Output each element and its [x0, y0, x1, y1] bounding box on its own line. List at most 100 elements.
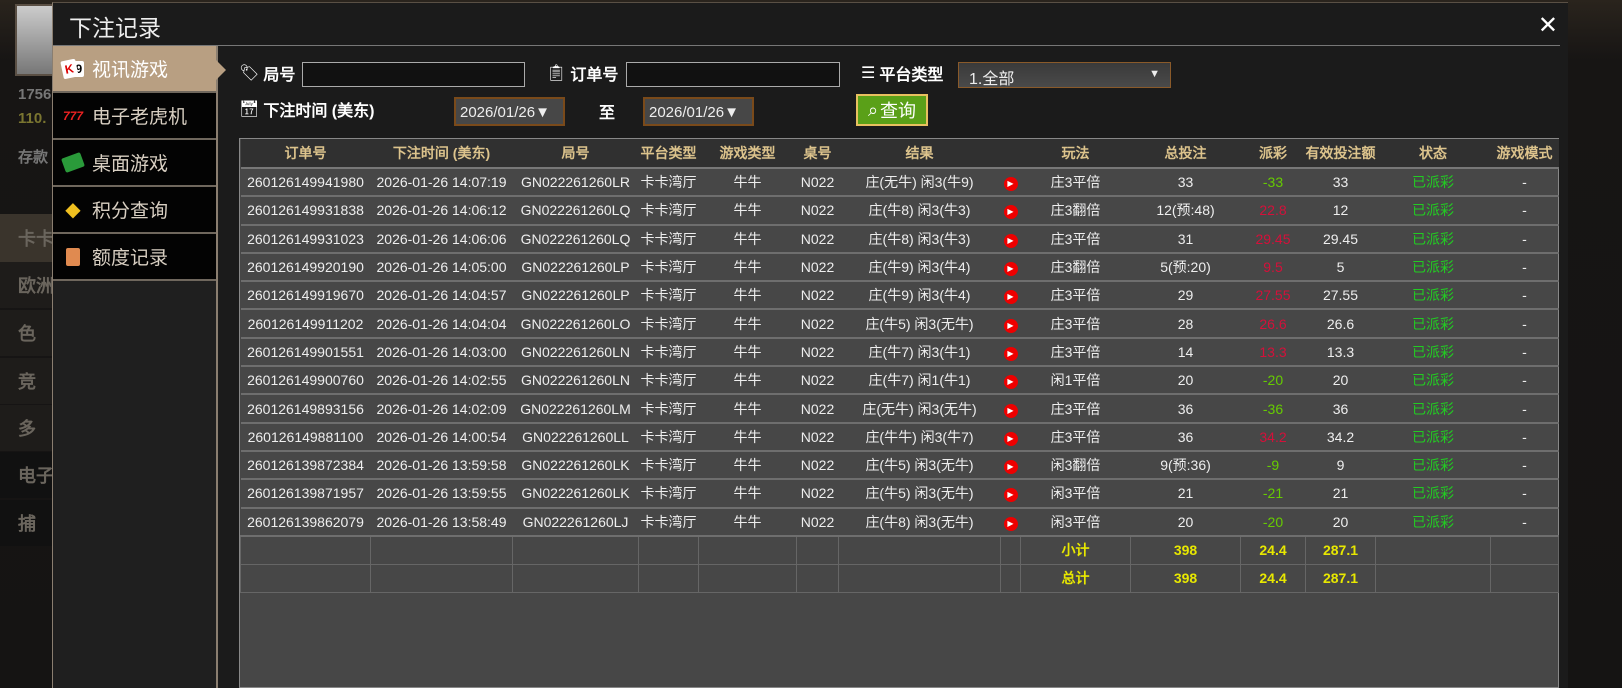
round-id-cell: GN022261260LQ — [512, 196, 639, 226]
bet-time-cell: 2026-01-26 14:05:00 — [370, 252, 513, 283]
payout-cell: 27.55 — [1240, 281, 1306, 311]
sidebar-item-label: 视讯游戏 — [92, 60, 169, 81]
bet-table-container[interactable]: 订单号 下注时间 (美东) 局号 平台类型 游戏类型 桌号 结果 玩法 总投注 派彩 有效投注额 状态… — [239, 138, 1559, 688]
bg-item-multi[interactable]: 多 — [0, 405, 60, 451]
table-row: 260126149911202 2026-01-26 14:04:04 GN0222… — [240, 309, 1559, 339]
divider — [53, 45, 1560, 46]
valid-bet-cell: 9 — [1305, 450, 1376, 481]
play-video-icon[interactable]: ▶ — [1003, 516, 1018, 531]
date-from-picker[interactable]: 2026/01/26▼ — [454, 97, 565, 126]
column-header: 局号 — [512, 139, 639, 169]
play-video-icon[interactable]: ▶ — [1003, 290, 1018, 305]
payout-cell: 26.6 — [1240, 309, 1306, 339]
subtotal-cell: 小计 — [1020, 535, 1131, 565]
round-id-cell: GN022261260LR — [512, 168, 639, 198]
platform-cell: 卡卡湾厅 — [638, 168, 699, 198]
play-icon-cell: ▶ — [1000, 196, 1021, 226]
game-type-cell: 牛牛 — [698, 252, 797, 283]
platform-select[interactable]: 1.全部 ▼ — [958, 62, 1171, 88]
total-bet-cell: 20 — [1130, 507, 1241, 537]
bg-item-europe[interactable]: 欧洲 — [0, 262, 60, 308]
order-label-text: 订单号 — [570, 67, 619, 84]
order-input[interactable] — [626, 62, 840, 87]
play-video-icon[interactable]: ▶ — [1003, 346, 1018, 361]
total-cell — [638, 563, 699, 593]
order-id-cell: 260126149900760 — [240, 366, 371, 396]
bg-deposit[interactable]: 存款 — [18, 149, 49, 166]
table-id-cell: N022 — [796, 196, 839, 226]
status-cell: 已派彩 — [1375, 422, 1491, 452]
query-button[interactable]: ⌕ 查询 — [856, 94, 928, 126]
play-video-icon[interactable]: ▶ — [1003, 262, 1018, 277]
round-id-cell: GN022261260LK — [512, 450, 639, 481]
subtotal-cell — [370, 535, 513, 565]
chips-icon — [58, 149, 88, 177]
status-cell: 已派彩 — [1375, 252, 1491, 283]
game-mode-cell: - — [1490, 450, 1559, 481]
subtotal-cell — [512, 535, 639, 565]
sidebar-item-credit-record[interactable]: 额度记录 — [53, 234, 216, 281]
game-mode-cell: - — [1490, 366, 1559, 396]
play-icon-cell: ▶ — [1000, 507, 1021, 537]
table-id-cell: N022 — [796, 450, 839, 481]
round-id-cell: GN022261260LP — [512, 281, 639, 311]
result-cell: 庄(牛9) 闲3(牛4) — [838, 252, 1001, 283]
sidebar-item-label: 额度记录 — [92, 248, 169, 269]
game-type-cell: 牛牛 — [698, 507, 797, 537]
play-video-icon[interactable]: ▶ — [1003, 375, 1018, 390]
total-bet-cell: 33 — [1130, 168, 1241, 198]
status-cell: 已派彩 — [1375, 309, 1491, 339]
round-input[interactable] — [302, 62, 525, 87]
table-row: 260126139862079 2026-01-26 13:58:49 GN0222… — [240, 507, 1559, 537]
total-bet-cell: 20 — [1130, 366, 1241, 396]
valid-bet-cell: 20 — [1305, 366, 1376, 396]
round-id-cell: GN022261260LN — [512, 337, 639, 368]
date-to-picker[interactable]: 2026/01/26▼ — [643, 97, 754, 126]
total-cell — [698, 563, 797, 593]
sidebar-item-points[interactable]: ◆ 积分查询 — [53, 187, 216, 234]
valid-bet-cell: 36 — [1305, 394, 1376, 424]
play-icon-cell: ▶ — [1000, 224, 1021, 254]
round-id-cell: GN022261260LK — [512, 479, 639, 509]
column-header: 玩法 — [1020, 139, 1131, 169]
bg-item-compete[interactable]: 竞 — [0, 358, 60, 404]
bg-item-electronic[interactable]: 电子 — [0, 452, 60, 498]
platform-cell: 卡卡湾厅 — [638, 281, 699, 311]
close-icon[interactable]: ✕ — [1537, 12, 1558, 39]
bet-type-cell: 庄3平倍 — [1020, 394, 1131, 424]
play-video-icon[interactable]: ▶ — [1003, 177, 1018, 192]
table-row: 260126149920190 2026-01-26 14:05:00 GN0222… — [240, 252, 1559, 283]
bet-type-cell: 庄3平倍 — [1020, 309, 1131, 339]
bet-time-cell: 2026-01-26 14:04:57 — [370, 281, 513, 311]
to-label: 至 — [599, 105, 616, 122]
status-cell: 已派彩 — [1375, 507, 1491, 537]
sidebar-item-table-games[interactable]: 桌面游戏 — [53, 140, 216, 187]
time-label: 📅︎ 下注时间 (美东) — [239, 97, 374, 121]
result-cell: 庄(牛7) 闲3(牛1) — [838, 337, 1001, 368]
bg-item-color[interactable]: 色 — [0, 310, 60, 356]
order-id-cell: 260126149893156 — [240, 394, 371, 424]
play-video-icon[interactable]: ▶ — [1003, 318, 1018, 333]
sidebar-item-slots[interactable]: 777 电子老虎机 — [53, 93, 216, 140]
payout-cell: -9 — [1240, 450, 1306, 481]
sidebar-item-label: 桌面游戏 — [92, 154, 169, 175]
play-video-icon[interactable]: ▶ — [1003, 488, 1018, 503]
play-video-icon[interactable]: ▶ — [1003, 460, 1018, 475]
bet-time-cell: 2026-01-26 14:06:06 — [370, 224, 513, 254]
table-row: 260126149941980 2026-01-26 14:07:19 GN0222… — [240, 168, 1559, 198]
total-cell — [370, 563, 513, 593]
play-video-icon[interactable]: ▶ — [1003, 205, 1018, 220]
play-video-icon[interactable]: ▶ — [1003, 233, 1018, 248]
bg-item-fishing[interactable]: 捕 — [0, 500, 60, 546]
game-mode-cell: - — [1490, 224, 1559, 254]
play-icon-cell: ▶ — [1000, 252, 1021, 283]
game-mode-cell: - — [1490, 309, 1559, 339]
document-icon — [58, 243, 88, 271]
play-video-icon[interactable]: ▶ — [1003, 431, 1018, 446]
valid-bet-cell: 13.3 — [1305, 337, 1376, 368]
bet-time-cell: 2026-01-26 13:59:58 — [370, 450, 513, 481]
play-video-icon[interactable]: ▶ — [1003, 403, 1018, 418]
bg-tab-kaka[interactable]: 卡卡 — [0, 214, 60, 262]
game-mode-cell: - — [1490, 337, 1559, 368]
